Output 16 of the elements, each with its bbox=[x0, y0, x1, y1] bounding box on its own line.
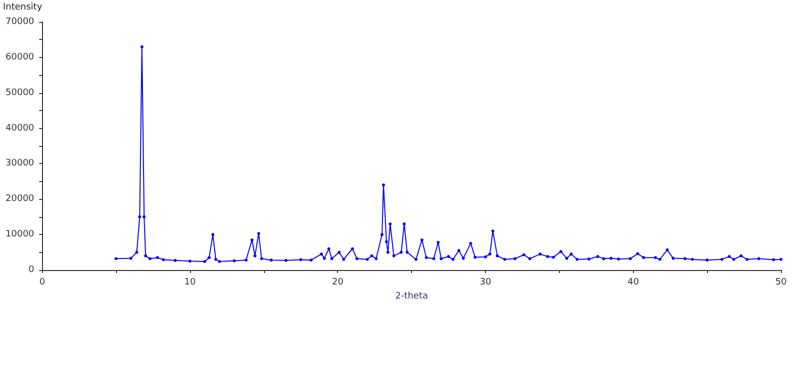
y-tick-label: 10000 bbox=[6, 230, 34, 240]
x-tick-label: 10 bbox=[184, 278, 196, 288]
y-axis-title: Intensity bbox=[2, 2, 43, 12]
y-tick-label: 60000 bbox=[6, 52, 34, 62]
x-axis-title: 2-theta bbox=[395, 292, 428, 302]
x-tick-label: 40 bbox=[628, 278, 640, 288]
y-tick-label: 70000 bbox=[6, 17, 34, 27]
y-tick-label: 20000 bbox=[6, 194, 34, 204]
y-tick-label: 40000 bbox=[6, 123, 34, 134]
x-tick-label: 50 bbox=[775, 278, 787, 288]
y-tick-label: 30000 bbox=[6, 158, 34, 169]
y-tick-label: 50000 bbox=[6, 88, 34, 98]
y-tick-label: 0 bbox=[28, 265, 34, 275]
x-tick-label: 30 bbox=[480, 278, 492, 288]
x-tick-label: 20 bbox=[332, 278, 344, 288]
x-tick-label: 0 bbox=[39, 278, 46, 288]
